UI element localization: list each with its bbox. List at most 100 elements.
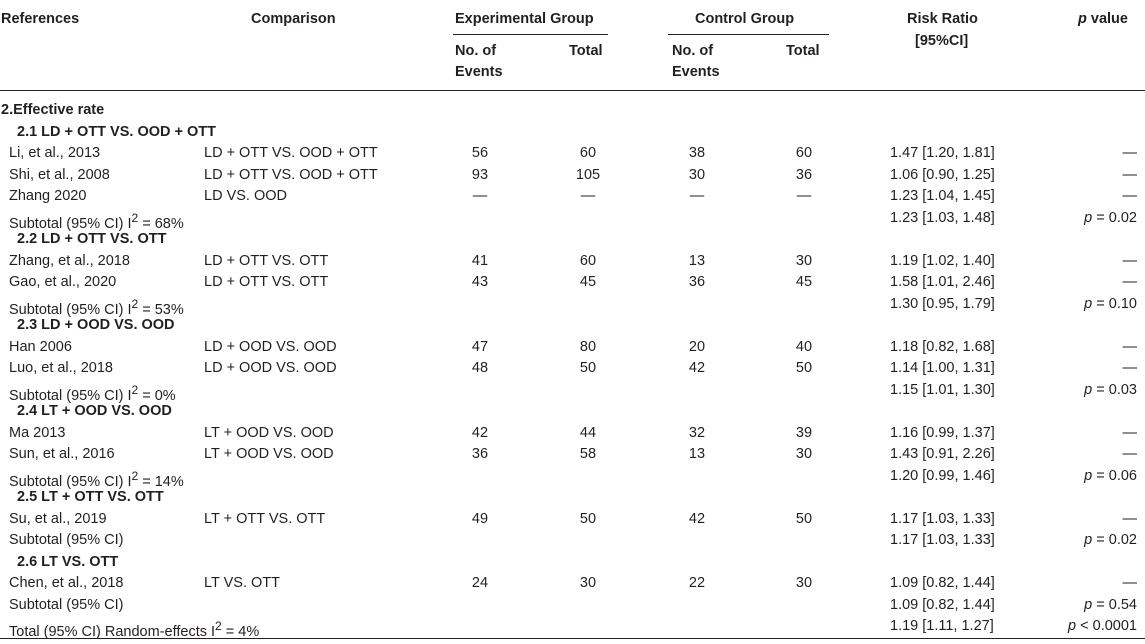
p-value: — — [1122, 252, 1138, 269]
risk-ratio: 1.18 [0.82, 1.68] — [890, 338, 995, 355]
reference: Zhang, et al., 2018 — [9, 252, 130, 269]
risk-ratio: 1.43 [0.91, 2.26] — [890, 446, 995, 462]
header-ctl-total: Total — [786, 43, 820, 59]
ctl-total: 50 — [795, 360, 813, 376]
p-value: — — [1122, 510, 1138, 527]
risk-ratio: 1.19 [1.02, 1.40] — [890, 252, 995, 269]
risk-ratio: 1.20 [0.99, 1.46] — [890, 467, 995, 484]
group-title-row: 2.4 LT + OOD VS. OOD — [0, 401, 1145, 423]
reference: Chen, et al., 2018 — [9, 575, 124, 591]
ctl-events: 13 — [688, 446, 706, 462]
exp-total: 50 — [579, 360, 597, 376]
risk-ratio: 1.23 [1.03, 1.48] — [890, 209, 995, 226]
control-group-rule — [668, 34, 829, 35]
subtotal-label: Subtotal (95% CI) I2 = 68% — [9, 208, 184, 235]
subtotal-text: Subtotal (95% CI) I — [9, 473, 132, 490]
risk-ratio: 1.16 [0.99, 1.37] — [890, 424, 995, 441]
comparison: LD + OOD VS. OOD — [204, 338, 337, 355]
i-squared-superscript: 2 — [215, 619, 222, 633]
ctl-events: 42 — [688, 360, 706, 376]
comparison: LD + OTT VS. OTT — [204, 274, 329, 290]
ctl-total: 30 — [795, 446, 813, 462]
reference: Ma 2013 — [9, 424, 66, 441]
subtotal-text: Subtotal (95% CI) I — [9, 387, 132, 404]
risk-ratio: 1.58 [1.01, 2.46] — [890, 274, 995, 290]
header-exp-events-1: No. of — [455, 43, 497, 59]
p-symbol: p — [1084, 381, 1093, 398]
reference: Zhang 2020 — [9, 188, 87, 204]
comparison: LD + OTT VS. OTT — [204, 252, 329, 269]
subtotal-label: Subtotal (95% CI) — [9, 530, 123, 552]
comparison: LD + OTT VS. OOD + OTT — [204, 145, 378, 161]
exp-events: — — [472, 188, 488, 204]
comparison: LT + OOD VS. OOD — [204, 446, 334, 462]
table-row: Zhang 2020 LD VS. OOD — — — — 1.23 [1.04… — [0, 186, 1145, 208]
group-title-row: 2.5 LT + OTT VS. OTT — [0, 487, 1145, 509]
subtotal-row: Subtotal (95% CI) 1.09 [0.82, 1.44] p = … — [0, 595, 1145, 617]
table-row: Sun, et al., 2016 LT + OOD VS. OOD 36 58… — [0, 444, 1145, 466]
ctl-total: 45 — [795, 274, 813, 290]
heterogeneity-value: = 14% — [138, 473, 184, 490]
table-row: Gao, et al., 2020 LD + OTT VS. OTT 43 45… — [0, 272, 1145, 294]
heterogeneity-value: = 0% — [138, 387, 176, 404]
ctl-events: 32 — [688, 424, 706, 441]
header-exp-events-2: Events — [455, 64, 503, 80]
ctl-events: 38 — [688, 145, 706, 161]
header-exp-total: Total — [569, 43, 603, 59]
p-value: — — [1122, 274, 1138, 290]
risk-ratio: 1.15 [1.01, 1.30] — [890, 381, 995, 398]
exp-events: 49 — [471, 510, 489, 527]
ctl-total: — — [796, 188, 812, 204]
risk-ratio: 1.17 [1.03, 1.33] — [890, 532, 995, 548]
p-value: p < 0.0001 — [1068, 616, 1137, 638]
p-value: — — [1122, 166, 1138, 183]
i-squared-superscript: 2 — [131, 382, 139, 397]
reference: Li, et al., 2013 — [9, 145, 101, 161]
reference: Han 2006 — [9, 338, 72, 355]
subtotal-row: Subtotal (95% CI) 1.17 [1.03, 1.33] p = … — [0, 530, 1145, 552]
comparison: LD + OOD VS. OOD — [204, 360, 337, 376]
p-value: p = 0.02 — [1084, 208, 1137, 230]
ctl-total: 30 — [795, 252, 813, 269]
header-experimental-group: Experimental Group — [455, 11, 594, 27]
p-value-number: = 0.54 — [1092, 596, 1137, 613]
exp-total: 44 — [579, 424, 597, 441]
table-row: Li, et al., 2013 LD + OTT VS. OOD + OTT … — [0, 143, 1145, 165]
group-title-row: 2.2 LD + OTT VS. OTT — [0, 229, 1145, 251]
subtotal-label: Subtotal (95% CI) I2 = 0% — [9, 380, 176, 407]
p-value-number: = 0.06 — [1092, 467, 1137, 484]
comparison: LT VS. OTT — [204, 575, 281, 591]
exp-events: 24 — [471, 575, 489, 591]
exp-total: 60 — [579, 252, 597, 269]
reference: Su, et al., 2019 — [9, 510, 107, 527]
experimental-group-rule — [453, 34, 608, 35]
ctl-events: 30 — [688, 166, 706, 183]
group-title: 2.2 LD + OTT VS. OTT — [17, 231, 167, 247]
reference: Luo, et al., 2018 — [9, 360, 113, 376]
ctl-total: 60 — [795, 145, 813, 161]
table-row: Su, et al., 2019 LT + OTT VS. OTT 49 50 … — [0, 509, 1145, 531]
exp-events: 56 — [471, 145, 489, 161]
p-value: — — [1122, 360, 1138, 376]
header-rule — [0, 90, 1145, 91]
subtotal-row: Subtotal (95% CI) I2 = 14% 1.20 [0.99, 1… — [0, 466, 1145, 490]
p-value-number: = 0.02 — [1092, 209, 1137, 226]
reference: Shi, et al., 2008 — [9, 166, 110, 183]
group-title: 2.4 LT + OOD VS. OOD — [17, 403, 172, 419]
p-value: p = 0.54 — [1084, 595, 1137, 617]
subtotal-row: Subtotal (95% CI) I2 = 0% 1.15 [1.01, 1.… — [0, 380, 1145, 404]
reference: Gao, et al., 2020 — [9, 274, 117, 290]
ctl-events: 22 — [688, 575, 706, 591]
table-row: Zhang, et al., 2018 LD + OTT VS. OTT 41 … — [0, 251, 1145, 273]
exp-events: 43 — [471, 274, 489, 290]
heterogeneity-value: = 68% — [138, 215, 184, 232]
exp-events: 36 — [471, 446, 489, 462]
header-references: References — [1, 11, 80, 27]
p-symbol: p — [1068, 618, 1077, 634]
table-row: Shi, et al., 2008 LD + OTT VS. OOD + OTT… — [0, 165, 1145, 187]
subtotal-text: Subtotal (95% CI) I — [9, 301, 132, 318]
group-title-row: 2.1 LD + OTT VS. OOD + OTT — [0, 122, 1145, 144]
group-title: 2.6 LT VS. OTT — [17, 553, 119, 570]
p-symbol: p — [1078, 11, 1087, 27]
exp-events: 47 — [471, 338, 489, 355]
